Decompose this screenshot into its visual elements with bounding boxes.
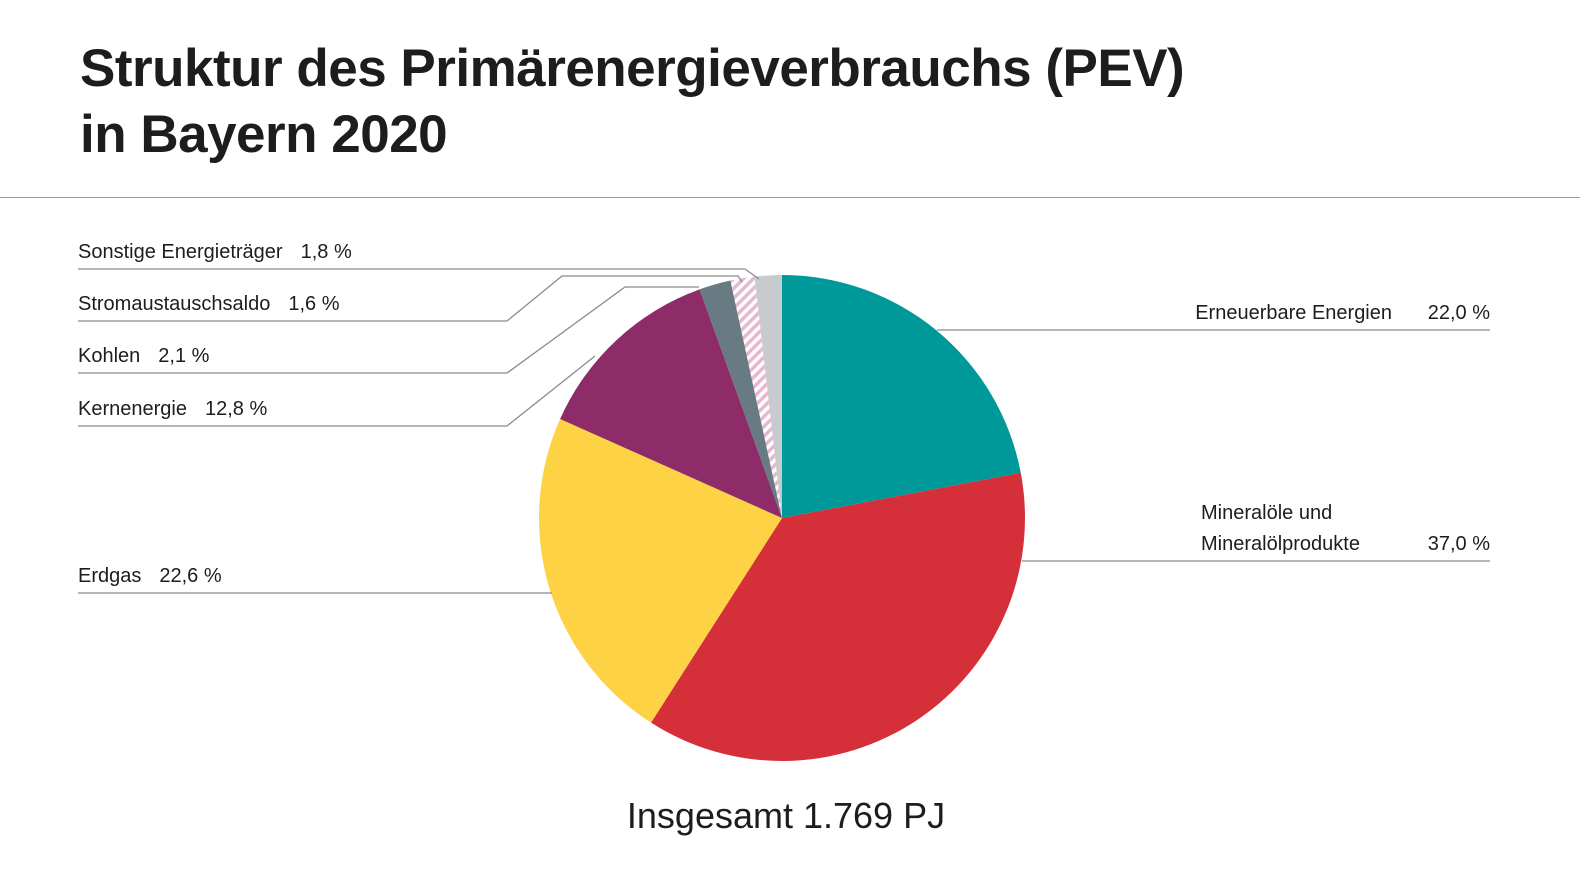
category-label-mineraloele-und-mineraloelprodukte-line-2: Mineralölprodukte	[1201, 533, 1360, 555]
leader-line-kernenergie	[506, 355, 596, 427]
category-label-erdgas: Erdgas 22,6 %	[78, 565, 222, 587]
category-label-kohlen: Kohlen 2,1 %	[78, 345, 210, 367]
leader-line-sonstige-energietraeger	[744, 268, 760, 280]
value-label-erneuerbare-energien: 22,0 %	[1428, 302, 1490, 324]
pie-slice-erdgas	[538, 418, 782, 723]
category-label-mineraloele-und-mineraloelprodukte-line-1: Mineralöle und	[1201, 502, 1332, 524]
title-line-1: Struktur des Primärenergieverbrauchs (PE…	[80, 39, 1185, 98]
value-label-erdgas: 22,6 %	[159, 565, 221, 587]
chart-title: Struktur des Primärenergieverbrauchs (PE…	[80, 36, 1185, 168]
leader-line-stromaustauschsaldo	[506, 275, 743, 322]
value-label-stromaustauschsaldo: 1,6 %	[288, 293, 339, 315]
title-divider	[0, 197, 1580, 198]
category-label-stromaustauschsaldo: Stromaustauschsaldo 1,6 %	[78, 293, 340, 315]
pie-slice-kernenergie	[560, 289, 782, 518]
category-label-erneuerbare-energien: Erneuerbare Energien	[1195, 302, 1392, 324]
value-label-sonstige-energietraeger: 1,8 %	[301, 241, 352, 263]
pie-slice-sonstige-energietraeger	[754, 275, 782, 518]
value-label-kernenergie: 12,8 %	[205, 398, 267, 420]
category-label-kernenergie: Kernenergie 12,8 %	[78, 398, 267, 420]
pie-slice-kohlen	[699, 280, 782, 518]
pie-slice-stromaustauschsaldo	[730, 276, 782, 518]
value-label-kohlen: 2,1 %	[158, 345, 209, 367]
pie-slice-mineraloele-und-mineraloelprodukte	[651, 472, 1025, 761]
category-label-sonstige-energietraeger: Sonstige Energieträger 1,8 %	[78, 241, 352, 263]
title-line-2: in Bayern 2020	[80, 105, 448, 164]
leader-line-kohlen	[506, 286, 699, 374]
value-label-mineraloele-und-mineraloelprodukte: 37,0 %	[1428, 533, 1490, 555]
total-label: Insgesamt 1.769 PJ	[627, 795, 945, 836]
pie-slice-erneuerbare-energien	[782, 275, 1021, 518]
